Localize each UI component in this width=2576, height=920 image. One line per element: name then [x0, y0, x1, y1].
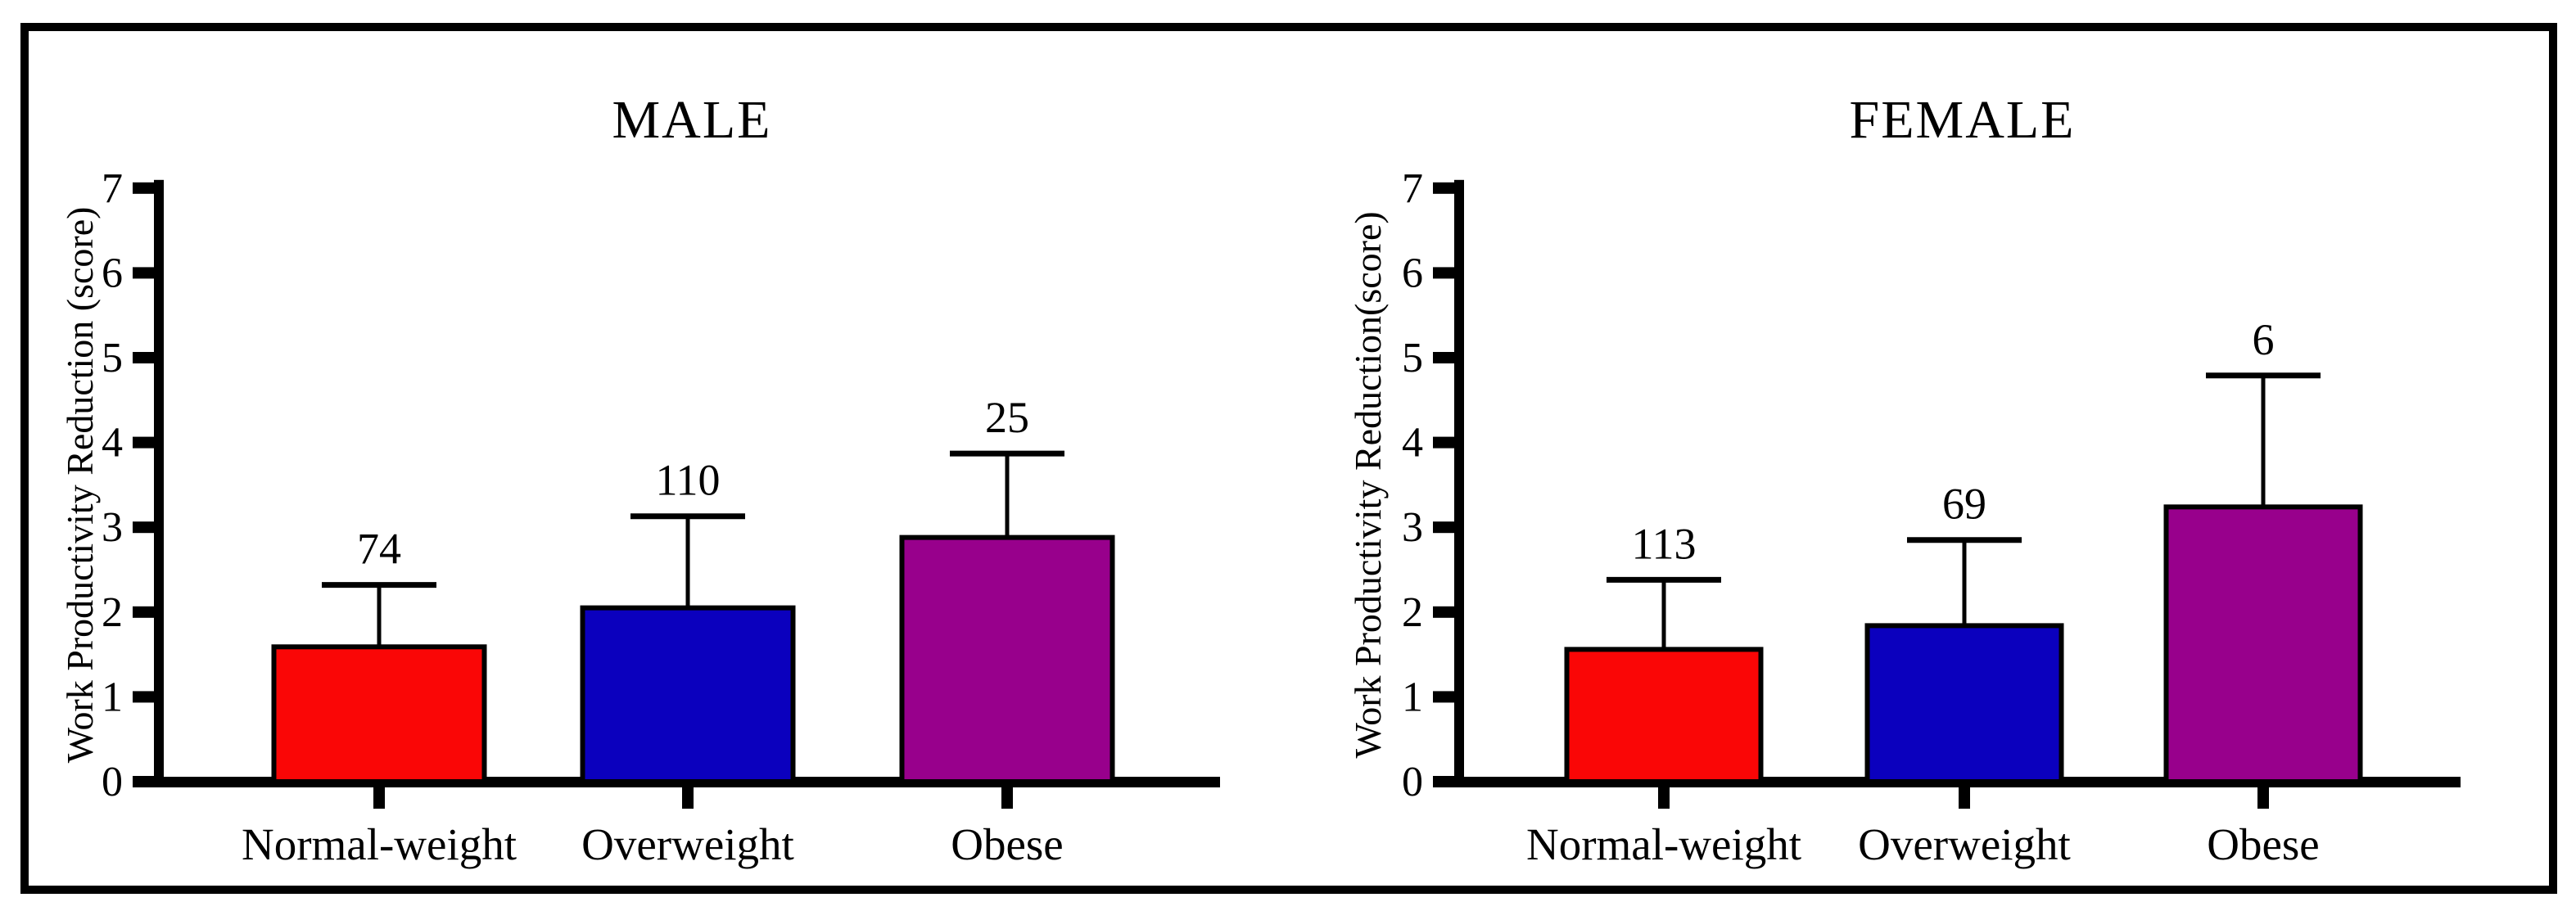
y-tick-label: 1 — [102, 674, 123, 720]
female-bar-chart: FEMALE Work Productivity Reduction(score)… — [1347, 90, 2461, 869]
y-tick-label: 6 — [102, 250, 123, 296]
x-tick-overweight — [682, 787, 694, 809]
y-tick-label: 6 — [1402, 250, 1423, 296]
category-label-overweight: Overweight — [1858, 819, 2071, 869]
y-axis-line — [154, 179, 164, 782]
y-tick-label: 4 — [102, 420, 123, 467]
bar-normal-weight — [271, 644, 487, 784]
bar-count-label-overweight: 110 — [656, 456, 721, 505]
male-bar-chart: MALE Work Productivity Reduction (score)0… — [59, 90, 1220, 869]
bar-count-label-obese: 25 — [985, 393, 1029, 442]
category-label-overweight: Overweight — [581, 819, 794, 869]
bar-count-label-obese: 6 — [2253, 315, 2275, 364]
bar-overweight — [580, 605, 796, 784]
bar-normal-weight — [1564, 647, 1764, 784]
y-axis-label: Work Productivity Reduction (score) — [59, 207, 101, 764]
x-tick-normal-weight — [373, 787, 385, 809]
y-tick-label: 5 — [102, 335, 123, 381]
y-tick-label: 4 — [1402, 420, 1423, 467]
y-tick-label: 0 — [1402, 759, 1423, 805]
category-label-normal-weight: Normal-weight — [1526, 819, 1801, 869]
y-tick-label: 7 — [1402, 165, 1423, 212]
y-tick-label: 3 — [1402, 504, 1423, 551]
y-tick-label: 2 — [1402, 589, 1423, 636]
bar-count-label-overweight: 69 — [1942, 480, 1986, 529]
y-tick-label: 1 — [1402, 674, 1423, 720]
y-tick-label: 2 — [102, 589, 123, 636]
category-label-normal-weight: Normal-weight — [242, 819, 517, 869]
bar-count-label-normal-weight: 74 — [357, 525, 401, 574]
x-tick-obese — [2257, 787, 2269, 809]
y-axis-line — [1454, 179, 1464, 782]
x-tick-normal-weight — [1658, 787, 1670, 809]
bar-obese — [899, 534, 1115, 785]
category-label-obese: Obese — [2207, 819, 2319, 869]
y-tick-label: 5 — [1402, 335, 1423, 381]
x-tick-overweight — [1959, 787, 1970, 809]
chart-title: MALE — [612, 90, 772, 150]
category-label-obese: Obese — [951, 819, 1063, 869]
y-tick-label: 0 — [102, 759, 123, 805]
chart-title: FEMALE — [1850, 90, 2076, 150]
bar-overweight — [1864, 623, 2064, 784]
x-tick-obese — [1001, 787, 1013, 809]
y-tick-label: 3 — [102, 504, 123, 551]
y-axis-label: Work Productivity Reduction(score) — [1347, 211, 1389, 758]
y-tick-label: 7 — [102, 165, 123, 212]
bar-count-label-normal-weight: 113 — [1632, 519, 1697, 568]
bar-obese — [2163, 504, 2363, 784]
